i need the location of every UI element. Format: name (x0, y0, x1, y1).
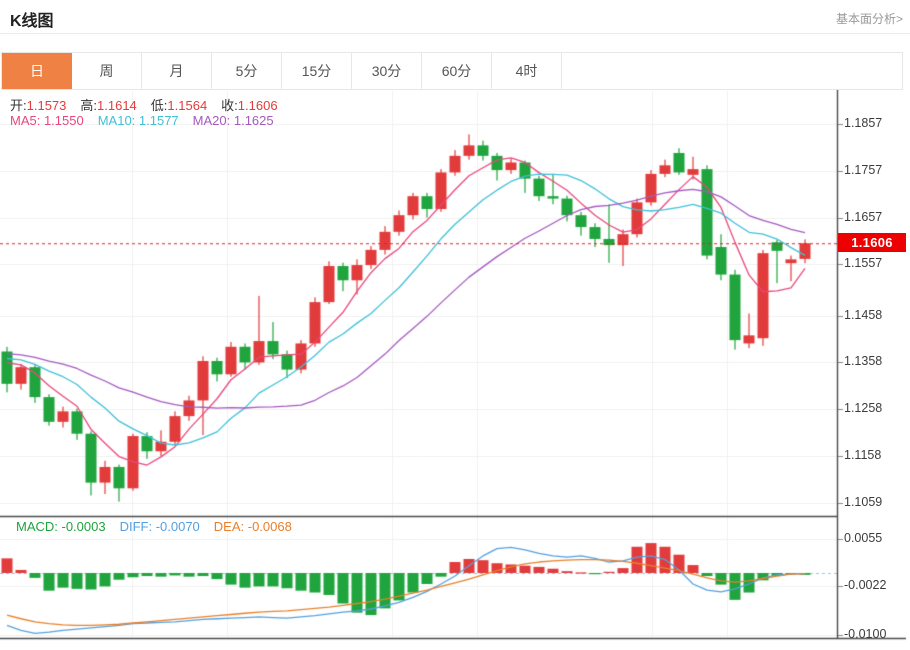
open-label: 开: (10, 98, 27, 113)
tab-4hour[interactable]: 4时 (492, 53, 562, 89)
low-label: 低: (150, 98, 168, 113)
tab-5min[interactable]: 5分 (212, 53, 282, 89)
open-value: 1.1573 (26, 98, 67, 113)
y-axis-label: 1.1557 (844, 256, 883, 270)
low-value: 1.1564 (167, 98, 208, 113)
current-price-label: 1.1606 (838, 233, 906, 253)
y-axis-label: 1.1158 (844, 448, 882, 462)
close-label: 收: (221, 98, 238, 113)
fundamental-analysis-link[interactable]: 基本面分析> (835, 12, 903, 26)
ma-legend: MA5: 1.1550 MA10: 1.1577 MA20: 1.1625 (10, 113, 288, 128)
tab-60min[interactable]: 60分 (422, 53, 492, 89)
close-value: 1.1606 (237, 98, 278, 113)
tab-day[interactable]: 日 (2, 53, 72, 89)
y-axis-label: 0.0055 (844, 531, 883, 545)
y-axis-label: 1.1757 (844, 163, 883, 177)
y-axis-label: 1.1458 (844, 308, 883, 322)
dea-value: DEA: -0.0068 (213, 519, 292, 534)
tab-15min[interactable]: 15分 (282, 53, 352, 89)
y-axis-label: 1.1857 (844, 116, 883, 130)
high-value: 1.1614 (97, 98, 137, 113)
macd-value: MACD: -0.0003 (16, 519, 106, 534)
y-axis-label: 1.1358 (844, 354, 883, 368)
y-axis-label: 1.1059 (844, 495, 883, 509)
ma5-legend: MA5: 1.1550 (10, 113, 84, 128)
ohlc-legend: 开:1.1573 高:1.1614 低:1.1564 收:1.1606 (10, 95, 292, 114)
high-label: 高: (80, 98, 98, 113)
interval-tab-bar: 日周月 5分 15分 30分 60分 4时 (1, 52, 903, 90)
y-axis-label: -0.0022 (844, 578, 887, 592)
y-axis-label: -0.0100 (844, 627, 887, 641)
y-axis-label: 1.1657 (844, 210, 883, 224)
page-title: K线图 (10, 13, 54, 30)
tab-month[interactable]: 月 (142, 53, 212, 89)
tab-week[interactable]: 周 (72, 53, 142, 89)
diff-value: DIFF: -0.0070 (119, 519, 200, 534)
macd-legend: MACD: -0.0003 DIFF: -0.0070 DEA: -0.0068 (16, 519, 306, 534)
ma10-legend: MA10: 1.1577 (97, 113, 179, 128)
ma20-legend: MA20: 1.1625 (192, 113, 274, 128)
header-divider (0, 33, 910, 34)
y-axis-label: 1.1258 (844, 401, 883, 415)
tab-30min[interactable]: 30分 (352, 53, 422, 89)
